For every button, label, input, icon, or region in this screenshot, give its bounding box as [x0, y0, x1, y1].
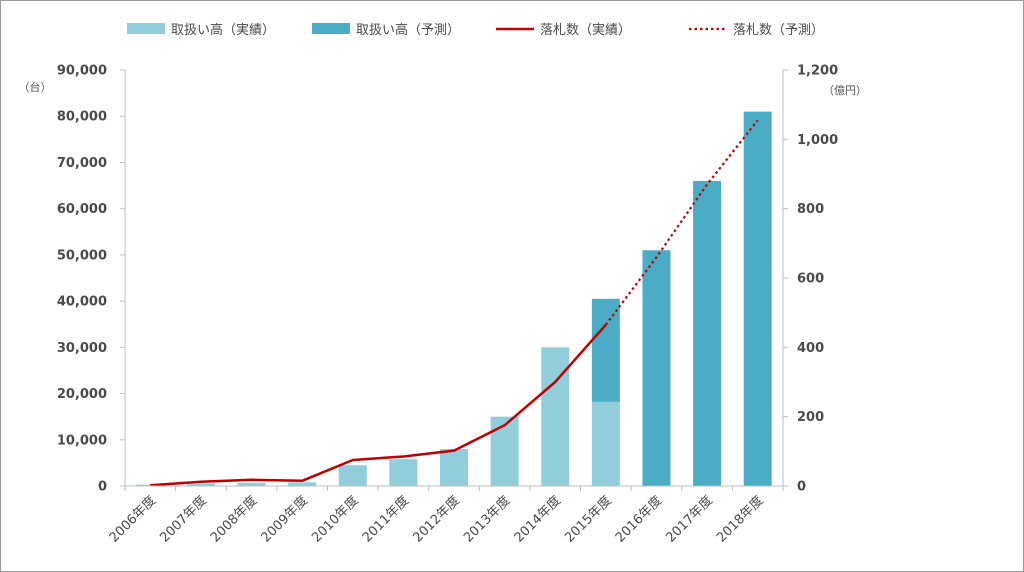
right-axis: 0 200 400 600 800 1,000 1,200	[782, 64, 838, 495]
line-forecast	[604, 119, 759, 326]
right-tick-label: 200	[797, 410, 824, 425]
left-tick-label: 40,000	[57, 295, 107, 310]
category-label: 2012年度	[410, 493, 463, 546]
bar-forecast	[693, 180, 722, 486]
bar-actual	[490, 416, 519, 486]
bars	[136, 111, 772, 486]
category-label: 2010年度	[308, 493, 361, 546]
legend-label: 取扱い高（実績）	[171, 22, 275, 38]
left-tick-label: 0	[98, 480, 107, 495]
legend-label: 落札数（予測）	[733, 23, 824, 38]
right-tick-label: 600	[797, 272, 824, 287]
bar-actual	[288, 482, 317, 486]
bar-actual	[237, 482, 266, 486]
left-tick-label: 90,000	[57, 64, 107, 79]
left-tick-label: 60,000	[57, 202, 107, 217]
category-label: 2015年度	[562, 493, 615, 546]
right-tick-label: 0	[797, 480, 806, 495]
left-tick-label: 50,000	[57, 248, 107, 263]
bar-actual	[389, 459, 418, 486]
category-label: 2006年度	[106, 493, 159, 546]
bar-actual	[591, 401, 620, 486]
legend-label: 落札数（実績）	[540, 22, 631, 38]
bar-actual	[440, 449, 468, 486]
bar-actual	[338, 465, 367, 486]
bar-forecast	[591, 298, 620, 402]
category-label: 2016年度	[612, 493, 665, 546]
category-label: 2009年度	[258, 493, 311, 546]
category-label: 2018年度	[713, 493, 766, 546]
left-axis: 0 10,000 20,000 30,000 40,000 50,000 60,000 70,…	[57, 64, 126, 495]
legend-swatch	[312, 23, 350, 34]
category-label: 2008年度	[207, 493, 260, 546]
category-label: 2017年度	[663, 493, 716, 546]
left-tick-label: 20,000	[57, 387, 107, 402]
category-label: 2014年度	[511, 493, 564, 546]
legend-label: 取扱い高（予測）	[356, 22, 460, 38]
right-tick-label: 1,200	[797, 64, 838, 79]
bar-actual	[186, 483, 215, 486]
legend-swatch	[127, 23, 165, 34]
lines	[150, 119, 759, 487]
category-label: 2013年度	[460, 493, 513, 546]
right-tick-label: 1,000	[797, 133, 838, 148]
left-tick-label: 30,000	[57, 341, 107, 356]
bar-actual	[541, 347, 570, 486]
left-tick-label: 10,000	[57, 433, 107, 448]
category-label: 2011年度	[359, 493, 412, 546]
bar-forecast	[642, 250, 671, 486]
x-axis: 2006年度2007年度2008年度2009年度2010年度2011年度2012…	[106, 485, 784, 546]
bar-forecast	[743, 111, 772, 486]
right-tick-label: 400	[797, 341, 824, 356]
right-axis-unit: （億円）	[823, 84, 867, 97]
left-tick-label: 80,000	[57, 110, 107, 125]
legend: 取扱い高（実績） 取扱い高（予測） 落札数（実績） 落札数（予測）	[127, 22, 824, 38]
left-axis-unit: （台）	[19, 80, 52, 94]
line-actual	[150, 323, 607, 487]
right-tick-label: 800	[797, 202, 824, 217]
left-tick-label: 70,000	[57, 156, 107, 171]
category-label: 2007年度	[157, 493, 210, 546]
